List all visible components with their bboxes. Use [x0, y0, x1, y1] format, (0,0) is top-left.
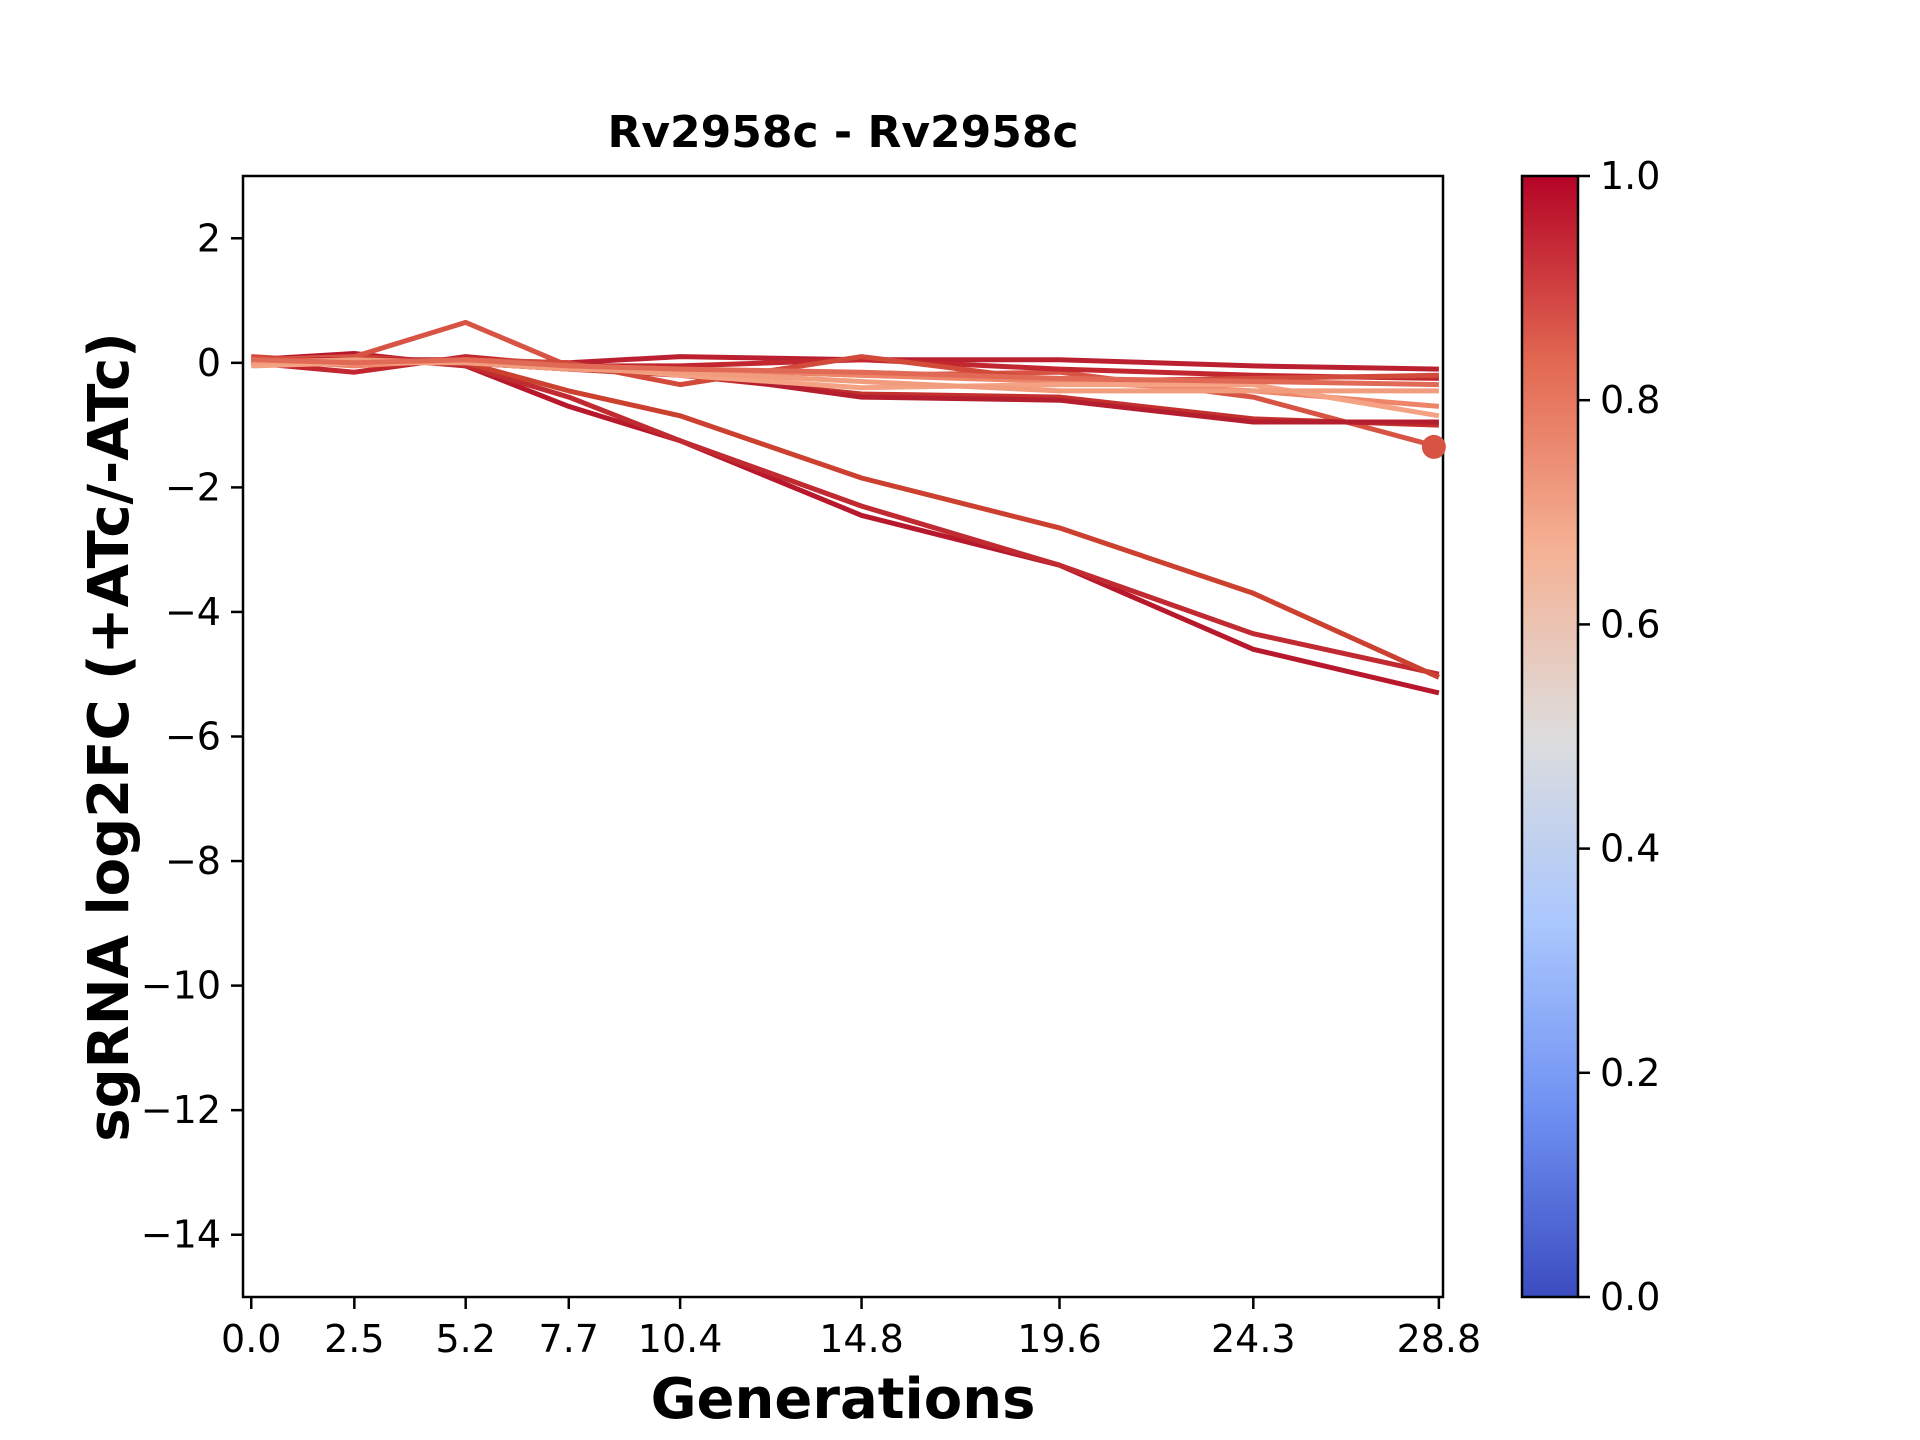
y-tick-label: −8	[165, 839, 221, 883]
colorbar-tick-label: 1.0	[1600, 154, 1660, 198]
series-end-marker-4	[1421, 434, 1446, 459]
y-tick-label: −12	[141, 1088, 221, 1132]
y-tick-label: −6	[165, 715, 221, 759]
y-axis: 2 0 −2 −4 −6 −8 −10 −12 −14	[141, 216, 243, 1257]
series-layer	[250, 319, 1440, 696]
series-line-13	[251, 357, 1439, 388]
x-tick-label: 14.8	[819, 1317, 904, 1361]
series-line-8	[250, 354, 1439, 381]
x-tick-label: 24.3	[1211, 1317, 1296, 1361]
x-tick-label: 2.5	[324, 1317, 384, 1361]
y-tick-label: 2	[197, 216, 221, 260]
x-tick-label: 0.0	[221, 1317, 281, 1361]
y-tick-label: −10	[141, 964, 221, 1008]
x-tick-label: 5.2	[435, 1317, 495, 1361]
colorbar-tick-label: 0.4	[1600, 827, 1660, 871]
colorbar-tick-label: 0.2	[1600, 1051, 1660, 1095]
y-tick-label: 0	[197, 341, 221, 385]
x-tick-label: 19.6	[1017, 1317, 1102, 1361]
colorbar-tick-label: 0.0	[1600, 1275, 1660, 1319]
x-tick-label: 10.4	[638, 1317, 723, 1361]
x-tick-label: 7.7	[539, 1317, 599, 1361]
chart-title: Rv2958c - Rv2958c	[607, 107, 1078, 158]
colorbar	[1520, 174, 1580, 1299]
y-tick-label: −2	[165, 465, 221, 509]
colorbar-axis: 0.0 0.2 0.4 0.6 0.8 1.0	[1578, 154, 1660, 1319]
y-tick-label: −14	[141, 1213, 221, 1257]
y-axis-label: sgRNA log2FC (+ATc/-ATc)	[77, 332, 142, 1142]
colorbar-tick-label: 0.6	[1600, 602, 1660, 646]
y-tick-label: −4	[165, 590, 221, 634]
colorbar-tick-label: 0.8	[1600, 378, 1660, 422]
x-tick-label: 28.8	[1397, 1317, 1482, 1361]
x-axis: 0.0 2.5 5.2 7.7 10.4 14.8 19.6 24.3 28.8	[221, 1297, 1481, 1361]
x-axis-label: Generations	[651, 1367, 1036, 1432]
